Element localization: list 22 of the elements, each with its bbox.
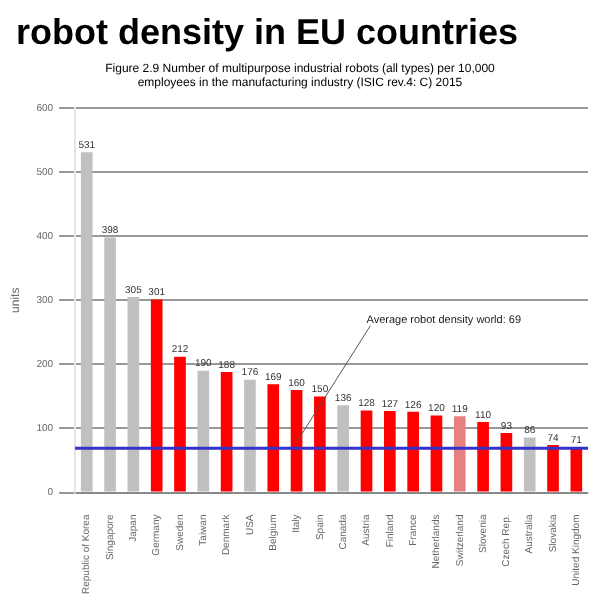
bar — [430, 415, 443, 492]
bar — [337, 405, 350, 492]
bar — [360, 410, 373, 492]
bar — [220, 372, 233, 492]
bar — [384, 411, 396, 492]
bar — [453, 416, 466, 492]
bar — [290, 389, 303, 492]
bar — [267, 384, 280, 492]
bar — [150, 299, 163, 492]
bar — [500, 432, 513, 492]
bar — [407, 411, 419, 492]
bar — [523, 437, 536, 492]
bar — [314, 396, 326, 492]
bar — [127, 297, 140, 492]
chart-title: robot density in EU countries — [14, 10, 521, 56]
bar — [477, 422, 489, 492]
bar — [244, 379, 256, 492]
bar — [197, 370, 210, 492]
bar — [80, 152, 93, 492]
bar — [547, 445, 559, 492]
bar — [104, 237, 116, 492]
bar — [174, 356, 186, 492]
